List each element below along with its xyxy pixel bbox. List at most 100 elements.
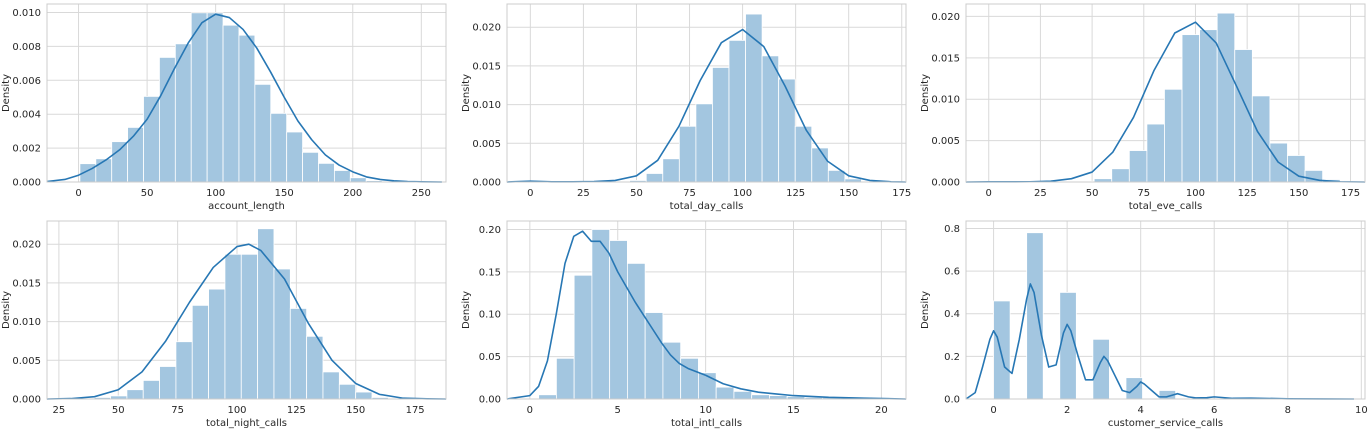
x-tick-label: 175 xyxy=(892,188,911,199)
histogram-bar xyxy=(1026,232,1044,400)
y-tick-label: 0.15 xyxy=(479,267,501,278)
x-tick-label: 6 xyxy=(1211,405,1217,416)
y-tick-label: 0.010 xyxy=(12,317,41,328)
y-tick-label: 0.020 xyxy=(931,12,960,23)
histogram-bars xyxy=(79,12,383,183)
x-tick-label: 0 xyxy=(986,188,992,199)
histogram-bar xyxy=(761,55,780,183)
histogram-bar xyxy=(1092,338,1110,400)
y-tick-label: 0.10 xyxy=(479,310,501,321)
histogram-bar xyxy=(678,125,697,183)
histogram-bar xyxy=(715,386,735,400)
y-tick-label: 0.020 xyxy=(12,240,41,251)
x-tick-label: 5 xyxy=(615,405,621,416)
y-tick-label: 0.000 xyxy=(472,178,501,189)
histogram-bar xyxy=(127,127,144,183)
histogram-bar xyxy=(224,253,242,400)
x-tick-label: 0 xyxy=(75,188,81,199)
y-tick-label: 0.05 xyxy=(479,352,501,363)
histogram-bar xyxy=(355,391,373,400)
x-tick-label: 0 xyxy=(990,405,996,416)
histogram-bar xyxy=(306,335,324,400)
x-axis-label: total_eve_calls xyxy=(1129,201,1202,212)
x-tick-label: 50 xyxy=(112,405,125,416)
x-tick-label: 150 xyxy=(346,405,365,416)
histogram-bar xyxy=(349,177,367,183)
x-tick-label: 0 xyxy=(527,188,533,199)
axes-frame xyxy=(506,220,907,400)
x-tick-label: 50 xyxy=(141,188,154,199)
x-axis-label: customer_service_calls xyxy=(1108,418,1223,429)
y-tick-label: 0.015 xyxy=(12,278,41,289)
subplot-2: 0 25 50 75 100 125 150 175 0.000 0.005 0.010 0.015 0… xyxy=(461,3,911,212)
x-tick-label: 125 xyxy=(287,405,306,416)
histogram-bar xyxy=(338,383,357,400)
histogram-bar xyxy=(1128,150,1148,183)
subplot-1: 0 50 100 150 200 250 0.000 0.002 0.004 0.006 0.008… xyxy=(1,3,447,212)
histogram-bar xyxy=(254,83,272,183)
histogram-bars xyxy=(529,13,862,183)
subplot-5: 0 5 10 15 20 0.00 0.05 0.10 0.15 0.20 total_intl_c… xyxy=(461,220,907,429)
subplot-6: 0 2 4 6 8 10 0.0 0.2 0.4 0.6 0.8 customer_service_c… xyxy=(920,220,1368,429)
histogram-bar xyxy=(662,158,680,183)
histogram-bar xyxy=(257,228,275,400)
kde-line xyxy=(965,283,1354,400)
histogram-bar xyxy=(240,253,259,400)
x-tick-label: 8 xyxy=(1285,405,1291,416)
histogram-bar xyxy=(270,112,288,183)
y-tick-label: 0.002 xyxy=(12,144,41,155)
y-axis-label: Density xyxy=(920,291,931,329)
x-tick-label: 100 xyxy=(227,405,246,416)
axes-frame xyxy=(965,220,1366,400)
histogram-bar xyxy=(555,357,575,400)
histogram-bars xyxy=(993,232,1325,400)
y-tick-label: 0.010 xyxy=(931,95,960,106)
x-tick-label: 75 xyxy=(683,188,696,199)
histogram-bar xyxy=(644,312,664,400)
histogram-bar xyxy=(174,43,192,183)
y-tick-label: 0.005 xyxy=(12,356,41,367)
x-tick-label: 10 xyxy=(1355,405,1368,416)
x-tick-label: 75 xyxy=(171,405,184,416)
histogram-bar xyxy=(1111,168,1130,183)
histogram-bar xyxy=(222,24,240,183)
x-tick-label: 25 xyxy=(577,188,590,199)
histogram-bar xyxy=(302,151,319,183)
axes-frame xyxy=(965,3,1366,183)
y-axis-label: Density xyxy=(1,74,12,112)
y-axis-label: Density xyxy=(1,291,12,329)
histogram-bar xyxy=(159,57,176,183)
histogram-bar xyxy=(1059,292,1077,400)
y-tick-label: 0.004 xyxy=(12,110,41,121)
x-tick-label: 250 xyxy=(412,188,431,199)
histogram-bar xyxy=(95,158,113,183)
histogram-bar xyxy=(238,34,256,183)
x-tick-label: 150 xyxy=(1289,188,1308,199)
histogram-bar xyxy=(662,341,682,400)
x-tick-label: 150 xyxy=(275,188,294,199)
histogram-bar xyxy=(1181,34,1201,183)
histogram-bar xyxy=(811,147,829,183)
histogram-bar xyxy=(206,12,224,183)
y-tick-label: 0.000 xyxy=(12,395,41,406)
histogram-bar xyxy=(751,394,770,400)
y-tick-label: 0.000 xyxy=(931,178,960,189)
x-tick-label: 200 xyxy=(343,188,362,199)
histogram-bar xyxy=(769,395,788,400)
histogram-bar xyxy=(609,240,628,400)
y-tick-label: 0.015 xyxy=(931,53,960,64)
y-axis-label: Density xyxy=(461,291,472,329)
y-tick-label: 0.6 xyxy=(944,267,960,278)
histogram-bar xyxy=(322,371,340,400)
y-tick-label: 0.006 xyxy=(12,76,41,87)
x-tick-label: 25 xyxy=(1034,188,1047,199)
x-tick-label: 15 xyxy=(787,405,800,416)
x-tick-label: 175 xyxy=(1341,188,1360,199)
histogram-bar xyxy=(318,162,335,183)
histogram-bar xyxy=(1146,123,1165,183)
axes-frame xyxy=(46,3,447,183)
y-tick-label: 0.010 xyxy=(12,8,41,19)
x-tick-label: 2 xyxy=(1064,405,1070,416)
histogram-bar xyxy=(333,170,351,183)
y-tick-label: 0.010 xyxy=(472,100,501,111)
